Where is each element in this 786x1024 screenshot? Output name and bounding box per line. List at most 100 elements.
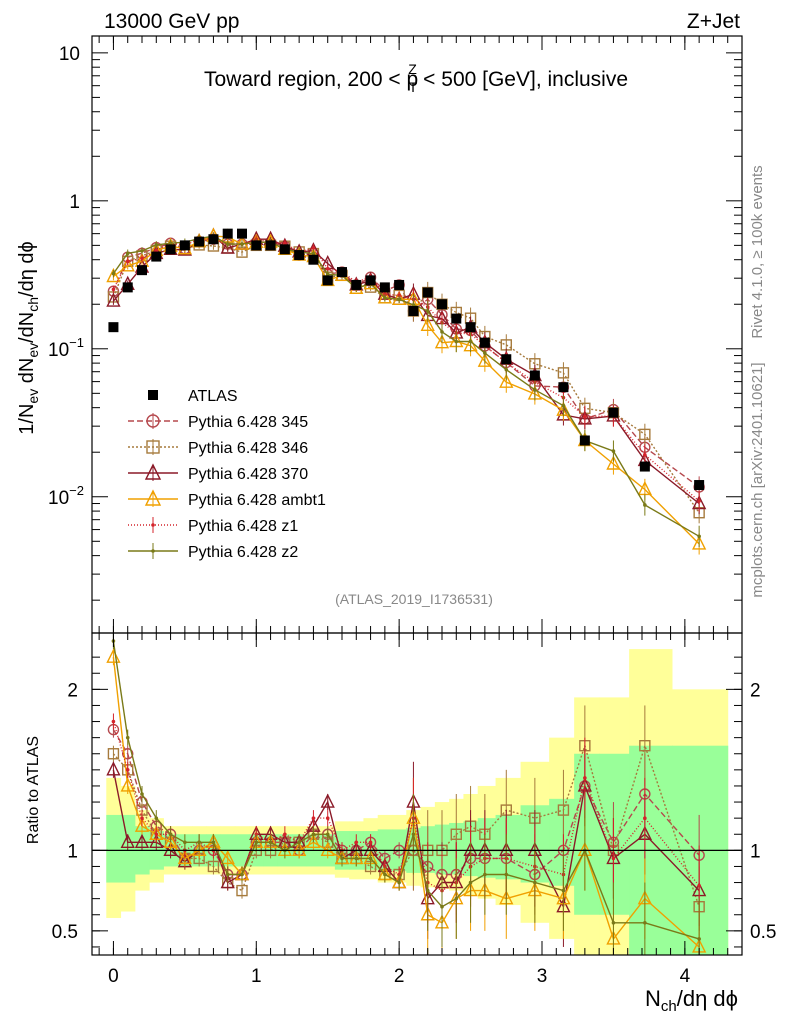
ratio-point [643,816,647,820]
data-point [322,275,333,286]
ratio-frame [91,632,743,956]
data-point [639,461,650,472]
ratio-point [211,840,216,845]
ratio-point [140,792,144,796]
ratio-point [134,833,150,848]
legend-label: Pythia 6.428 346 [188,440,308,457]
series-point [106,292,121,307]
ratio-point [454,896,459,901]
header-left: 13000 GeV pp [104,10,239,33]
data-point [451,313,462,324]
series-point [325,266,330,271]
ratio-point [643,921,647,925]
x-tick-label: 4 [680,966,691,987]
data-point [279,244,290,255]
series-point [111,271,116,276]
ratio-point [111,719,116,724]
series-point [325,272,330,277]
ratio-point [311,816,316,820]
ratio-point [533,880,537,885]
data-point [558,382,569,393]
ratio-point [297,840,301,845]
data-point [179,240,190,251]
y-axis-label: 1/Nev dNev/dNch/dη dϕ [16,241,41,434]
data-point [337,267,347,278]
ratio-y-axis-label: Ratio to ATLAS [25,736,42,844]
ratio-point [197,840,201,845]
ratio-point [125,735,130,740]
data-point [579,435,590,446]
series-point [440,330,444,334]
data-point [251,240,262,251]
ratio-plot [92,633,742,955]
data-point [265,240,276,251]
ratio-point [468,880,473,885]
ratio-point [440,904,444,909]
ratio-point [154,832,159,837]
x-tick-label: 1 [251,966,262,987]
series-point [311,246,316,250]
series-point [140,249,144,253]
x-tick-label: 0 [108,966,119,987]
series-point [483,351,487,355]
ratio-point [383,872,387,877]
ratio-point [397,880,401,885]
ratio-point [611,921,616,925]
ratio-point [120,777,135,792]
legend-label: Pythia 6.428 370 [188,466,308,483]
band-inner-bin [574,753,600,915]
ratio-point [354,856,359,861]
ratio-y-tick-label-right: 1 [750,841,761,862]
series-point [454,339,459,344]
data-point [437,299,447,310]
ratio-point [483,872,487,877]
axes: 0 1 2 3 4 10 1 10−1 10−2 0.5 0.5 1 1 2 2 [48,36,776,987]
header-right: Z+Jet [687,10,740,33]
ratio-line-0 [112,729,700,876]
x-tick-label: 3 [537,966,548,987]
series-point [120,257,135,272]
ratio-point [134,817,150,832]
data-point [479,337,490,348]
ratio-point [292,841,307,857]
series-point [420,316,435,332]
series-point [125,259,130,264]
ratio-point [106,648,121,663]
data-point [422,287,433,298]
series-point [140,256,144,261]
series-point [557,367,570,379]
ratio-point [177,853,192,868]
data-point [222,228,233,239]
series-point [425,309,430,313]
series-point [477,352,492,367]
data-point [394,279,405,290]
ratio-point [225,872,230,877]
ratio-point [368,840,373,845]
ratio-point [325,832,330,837]
analysis-label: (ATLAS_2019_I1736531) [335,591,493,607]
legend-label: ATLAS [188,388,238,405]
series-point [240,242,244,246]
series-point [697,499,701,503]
series-point [397,297,401,302]
ratio-point [106,761,121,776]
legend-marker [151,523,155,527]
series-point [533,388,537,392]
ratio-point [325,816,330,820]
data-point [165,244,176,255]
data-point [465,322,476,333]
data-point [108,322,119,333]
ratio-y-tick-label: 0.5 [52,922,78,943]
series-line-0 [112,238,700,488]
ratio-point [306,833,321,848]
series-point [168,241,173,246]
ratio-point [504,872,509,877]
series-point [434,334,450,349]
series-point [154,243,159,247]
data-point [151,251,162,262]
series-point [377,289,392,304]
legend: ATLAS Pythia 6.428 345 Pythia 6.428 346 Pyt… [128,388,326,561]
ratio-point [240,872,244,877]
legend-marker [146,414,160,428]
data-point [308,254,319,265]
